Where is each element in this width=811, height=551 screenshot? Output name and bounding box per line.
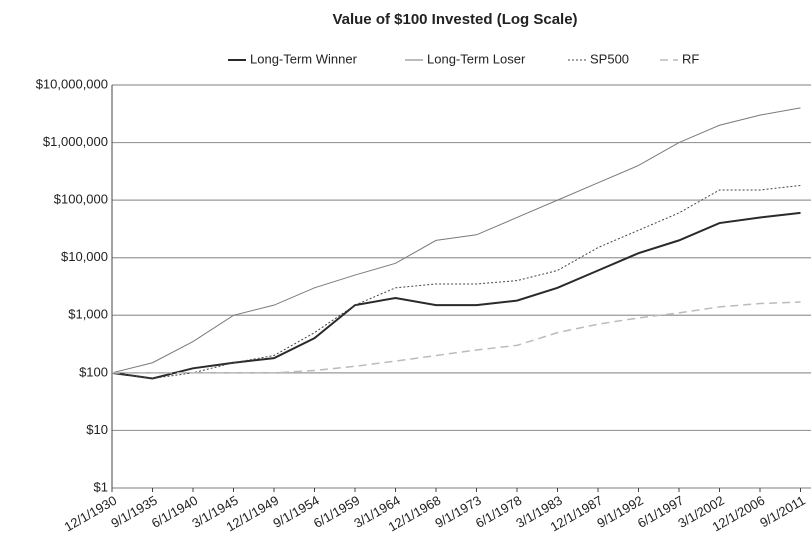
y-tick-label: $1 <box>94 479 108 494</box>
x-tick-label: 9/1/2011 <box>757 493 807 531</box>
y-tick-label: $100,000 <box>54 192 108 207</box>
series-line <box>111 184 801 379</box>
chart-title: Value of $100 Invested (Log Scale) <box>332 11 577 28</box>
series-line <box>111 211 801 380</box>
y-tick-label: $10,000,000 <box>36 76 108 91</box>
y-tick-label: $10 <box>86 422 108 437</box>
legend-label: RF <box>682 51 699 66</box>
legend-label: Long-Term Loser <box>427 51 526 66</box>
series-line <box>112 301 801 374</box>
y-tick-label: $100 <box>79 364 108 379</box>
x-tick-label: 12/1/1930 <box>62 493 120 535</box>
series-line <box>111 107 801 374</box>
y-tick-label: $1,000,000 <box>43 134 108 149</box>
legend-label: Long-Term Winner <box>250 51 358 66</box>
y-tick-label: $10,000 <box>61 249 108 264</box>
y-tick-label: $1,000 <box>68 307 108 322</box>
legend-label: SP500 <box>590 51 629 66</box>
